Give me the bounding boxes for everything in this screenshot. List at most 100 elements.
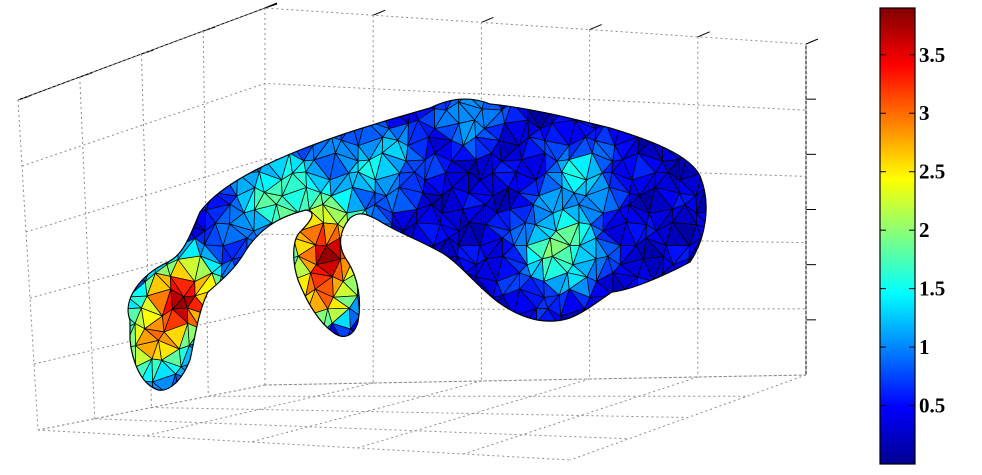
mesh-edge — [239, 255, 265, 283]
mesh-edge — [263, 272, 279, 290]
mesh-face — [670, 349, 696, 368]
mesh-face — [536, 322, 562, 346]
mesh-edge — [297, 339, 313, 360]
mesh-face — [128, 179, 134, 197]
mesh-face — [128, 359, 137, 375]
mesh-edge — [338, 357, 363, 382]
mesh-face — [153, 136, 173, 161]
mesh-edge — [212, 159, 228, 181]
mesh-edge — [717, 331, 740, 349]
mesh-edge — [245, 339, 256, 360]
mesh-edge — [200, 315, 213, 333]
mesh-edge — [646, 328, 673, 346]
mesh-face — [170, 136, 183, 161]
mesh-edge — [717, 341, 740, 361]
mesh-edge — [229, 109, 249, 130]
mesh-face — [714, 245, 737, 265]
mesh-edge — [177, 195, 189, 214]
mesh-edge — [410, 99, 435, 110]
mesh-edge — [641, 393, 664, 409]
mesh-face — [211, 288, 230, 317]
mesh-face — [459, 360, 479, 383]
mesh-edge — [703, 358, 707, 383]
mesh-face — [390, 99, 412, 111]
mesh-face — [178, 108, 194, 130]
mesh-face — [203, 339, 219, 361]
mesh-edge — [704, 186, 707, 210]
mesh-edge — [606, 315, 631, 332]
mesh-face — [442, 307, 469, 330]
mesh-edge — [453, 328, 468, 342]
mesh-edge — [194, 159, 221, 173]
mesh-face — [449, 401, 467, 413]
mesh-face — [708, 145, 732, 161]
mesh-face — [702, 172, 707, 188]
mesh-face — [263, 264, 279, 277]
mesh-face — [553, 340, 579, 362]
mesh-edge — [636, 294, 662, 310]
mesh-face — [425, 288, 438, 310]
mesh-face — [483, 344, 509, 368]
mesh-edge — [679, 288, 691, 310]
mesh-edge — [203, 99, 215, 103]
mesh-edge — [393, 357, 409, 382]
mesh-face — [560, 328, 577, 342]
mesh-face — [655, 401, 665, 414]
mesh-face — [220, 366, 247, 382]
mesh-edge — [509, 340, 532, 362]
colorbar-tick-label: 3 — [919, 101, 930, 125]
mesh-edge — [620, 99, 635, 110]
mesh-edge — [408, 243, 421, 265]
mesh-face — [295, 101, 315, 125]
mesh-edge — [612, 288, 631, 317]
mesh-face — [137, 230, 154, 246]
mesh-edge — [612, 288, 626, 317]
mesh-face — [354, 244, 366, 266]
mesh-edge — [376, 321, 392, 350]
mesh-edge — [202, 101, 226, 121]
mesh-edge — [209, 136, 221, 162]
mesh-face — [347, 99, 373, 103]
mesh-edge — [415, 360, 439, 375]
mesh-edge — [682, 276, 707, 299]
mesh-face — [228, 307, 239, 325]
mesh-face — [664, 394, 675, 413]
mesh-edge — [565, 395, 587, 418]
grid-line — [202, 30, 209, 397]
axis-tick — [481, 16, 494, 23]
mesh-edge — [530, 322, 555, 350]
mesh-edge — [534, 99, 559, 111]
mesh-edge — [192, 99, 205, 111]
mesh-face — [623, 360, 648, 375]
mesh-edge — [296, 358, 323, 383]
mesh-face — [122, 392, 145, 417]
mesh-edge — [314, 359, 329, 383]
mesh-face — [181, 152, 196, 175]
mesh-face — [314, 99, 325, 110]
mesh-face — [364, 258, 388, 278]
mesh-face — [699, 294, 707, 317]
mesh-face — [200, 328, 213, 341]
mesh-face — [629, 344, 648, 368]
mesh-edge — [238, 295, 251, 310]
mesh-edge — [577, 99, 599, 111]
mesh-face — [187, 186, 207, 214]
mesh-edge — [244, 327, 257, 347]
mesh-face — [449, 358, 461, 382]
mesh-face — [420, 322, 444, 350]
mesh-face — [408, 243, 421, 265]
mesh-face — [128, 259, 131, 277]
mesh-face — [602, 340, 625, 362]
mesh-edge — [228, 358, 253, 382]
mesh-face — [553, 380, 572, 391]
mesh-edge — [238, 307, 258, 330]
mesh-edge — [547, 380, 572, 391]
grid-line — [17, 7, 807, 101]
mesh-edge — [560, 328, 577, 342]
mesh-edge — [321, 359, 341, 375]
mesh-edge — [620, 101, 635, 121]
mesh-face — [308, 395, 332, 418]
mesh-face — [719, 273, 731, 290]
mesh-edge — [339, 344, 350, 368]
mesh-edge — [501, 381, 517, 391]
